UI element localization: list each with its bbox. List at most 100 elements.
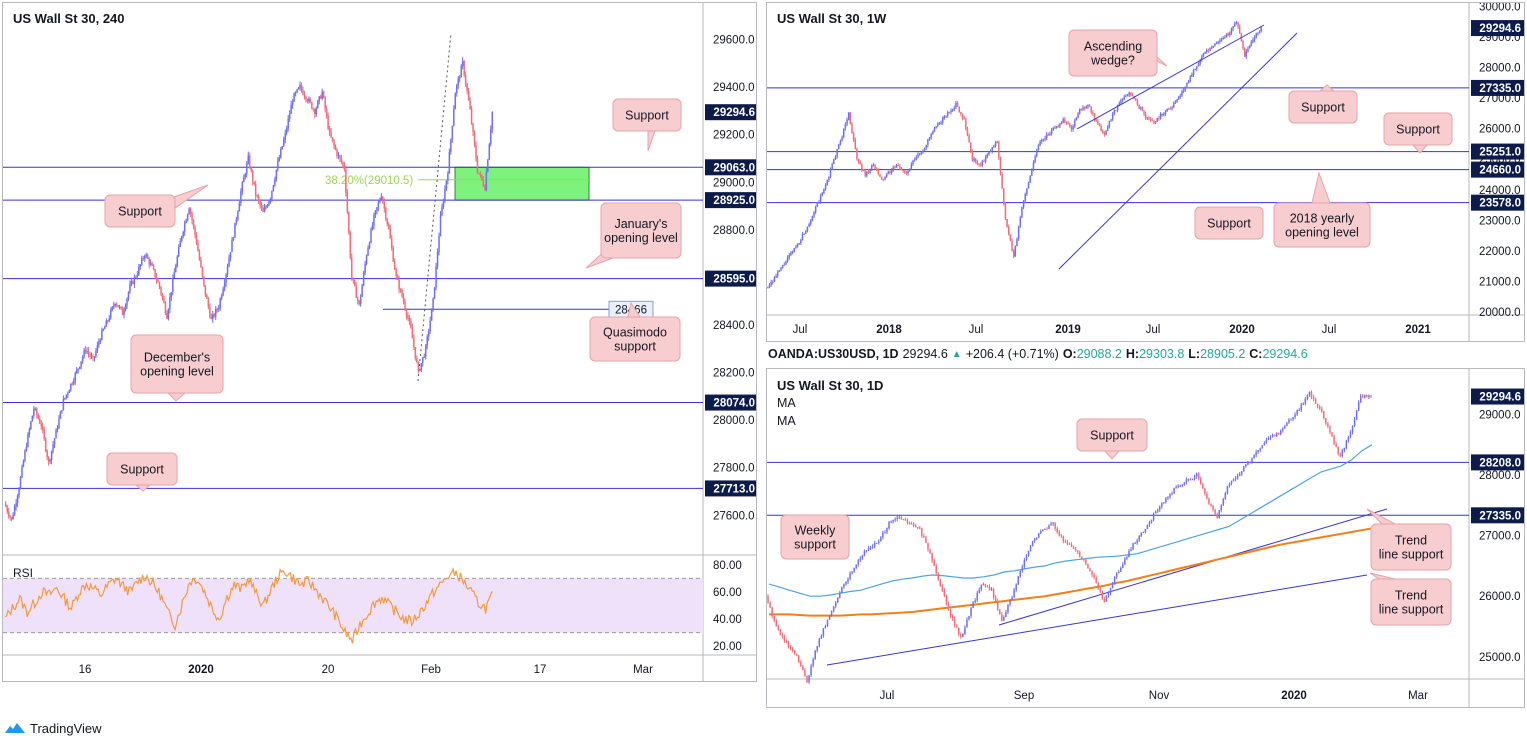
h4-candle-body [459,77,461,78]
h4-candle-body [400,290,402,291]
daily-candle-body [1210,504,1212,506]
h4-candle-body [339,155,341,158]
h4-candle-body [375,211,377,215]
weekly-candle-body [960,112,962,114]
weekly-candle-body [861,164,863,170]
h4-chart-panel[interactable]: US Wall St 30, 240 29600.0 29400.0 29200.0 2… [2,2,757,682]
weekly-candle-body [858,159,860,163]
h4-candle-body [113,306,115,307]
h4-candle-body [98,342,100,345]
ohlc-symbol[interactable]: OANDA:US30USD, 1D [768,347,899,361]
daily-candle-body [946,596,948,604]
h4-candle-body [234,223,236,238]
weekly-candle-body [855,140,857,149]
h4-candle-body [295,92,297,93]
weekly-candle-body [1087,105,1089,107]
daily-candle-body [981,585,983,589]
weekly-chart[interactable]: US Wall St 30, 1W30000.029000.028000.027… [767,3,1524,341]
daily-x-tick: Nov [1149,690,1170,702]
weekly-y-tick: 21000.0 [1479,276,1521,288]
h4-candle-body [245,174,247,177]
h4-candle-body [175,266,177,272]
h4-candle-body [431,308,433,320]
weekly-candle-body [1163,114,1165,115]
daily-candle-body [1315,399,1317,404]
daily-candle-body [890,522,892,523]
daily-candle-body [903,519,905,520]
daily-candle-body [1370,396,1372,397]
weekly-candle-body [921,153,923,154]
daily-candle-body [1169,494,1171,497]
h4-chart[interactable]: US Wall St 30, 240 29600.0 29400.0 29200.0 2… [3,3,756,681]
h4-candle-body [270,199,272,202]
h4-candle-body [434,287,436,298]
daily-candle-body [1130,549,1132,551]
weekly-candle-body [896,165,898,167]
h4-candle-body [381,197,383,200]
weekly-candle-body [937,123,939,126]
h4-candle-body [469,100,471,109]
weekly-candle-body [991,147,993,151]
h4-candle-body [29,429,31,434]
daily-candle-body [1290,419,1292,420]
h4-candle-body [394,261,396,269]
h4-candle-body [181,236,183,241]
h4-candle-body [478,173,480,174]
daily-x-tick: 2020 [1281,690,1307,702]
daily-candle-body [991,589,993,590]
h4-candle-body [392,248,394,261]
daily-callout-trend-1-text: line support [1379,548,1444,562]
daily-candle-body [782,635,784,637]
tradingview-name: TradingView [30,721,102,736]
ohlc-high: 29303.8 [1139,347,1184,361]
daily-callout-weekly-support: Weeklysupport [781,515,849,559]
daily-candle-body [1108,593,1110,596]
h4-y-tick: 28000.0 [713,415,755,427]
daily-callout-trend-2-pointer [1370,573,1395,579]
tradingview-branding[interactable]: TradingView [4,717,102,739]
daily-candle-body [767,596,769,602]
weekly-candle-body [1039,141,1041,145]
weekly-y-tick: 30000.0 [1479,3,1521,14]
h4-candle-body [250,168,252,171]
h4-candle-body [24,451,26,461]
daily-candle-body [1038,533,1040,537]
h4-candle-body [110,310,112,318]
daily-chart[interactable]: US Wall St 30, 1D MA MA 29000.0 28000.0 27000… [767,369,1524,707]
h4-candle-body [385,208,387,218]
daily-candle-body [882,533,884,538]
weekly-callout-wedge-text: Ascending [1084,40,1142,54]
daily-chart-panel[interactable]: US Wall St 30, 1D MA MA 29000.0 28000.0 27000… [766,368,1525,708]
h4-candle-body [364,264,366,273]
h4-candle-body [117,305,119,307]
weekly-candle-body [897,165,899,166]
weekly-candle-body [993,146,995,147]
daily-candle-body [1030,546,1032,551]
daily-callout-support-pointer [1105,451,1119,459]
weekly-candle-body [958,107,960,112]
h4-level-label: 27713.0 [713,483,755,495]
daily-candle-body [786,641,788,643]
daily-candle-body [1100,588,1102,591]
weekly-candle-body [785,261,787,264]
weekly-candle-body [815,207,817,212]
daily-candle-body [1063,536,1065,541]
weekly-candle-body [1138,105,1140,109]
h4-candle-body [135,277,137,278]
daily-y-tick: 28000.0 [1479,470,1521,482]
rsi-label: RSI [13,566,33,580]
weekly-candle-body [884,177,886,180]
daily-candle-body [1134,543,1136,544]
weekly-chart-panel[interactable]: US Wall St 30, 1W 30000.0 29000.0 28000.0 27… [766,2,1525,342]
daily-candle-body [878,541,880,543]
weekly-candle-body [972,151,974,160]
daily-candle-body [1007,605,1009,613]
weekly-candle-body [954,108,956,110]
daily-candle-body [1155,511,1157,513]
weekly-candle-body [899,166,901,168]
daily-candle-body [962,634,964,637]
h4-candle-body [321,91,323,98]
daily-candle-body [1270,437,1272,438]
daily-candle-body [1118,572,1120,573]
daily-candle-body [1077,550,1079,552]
